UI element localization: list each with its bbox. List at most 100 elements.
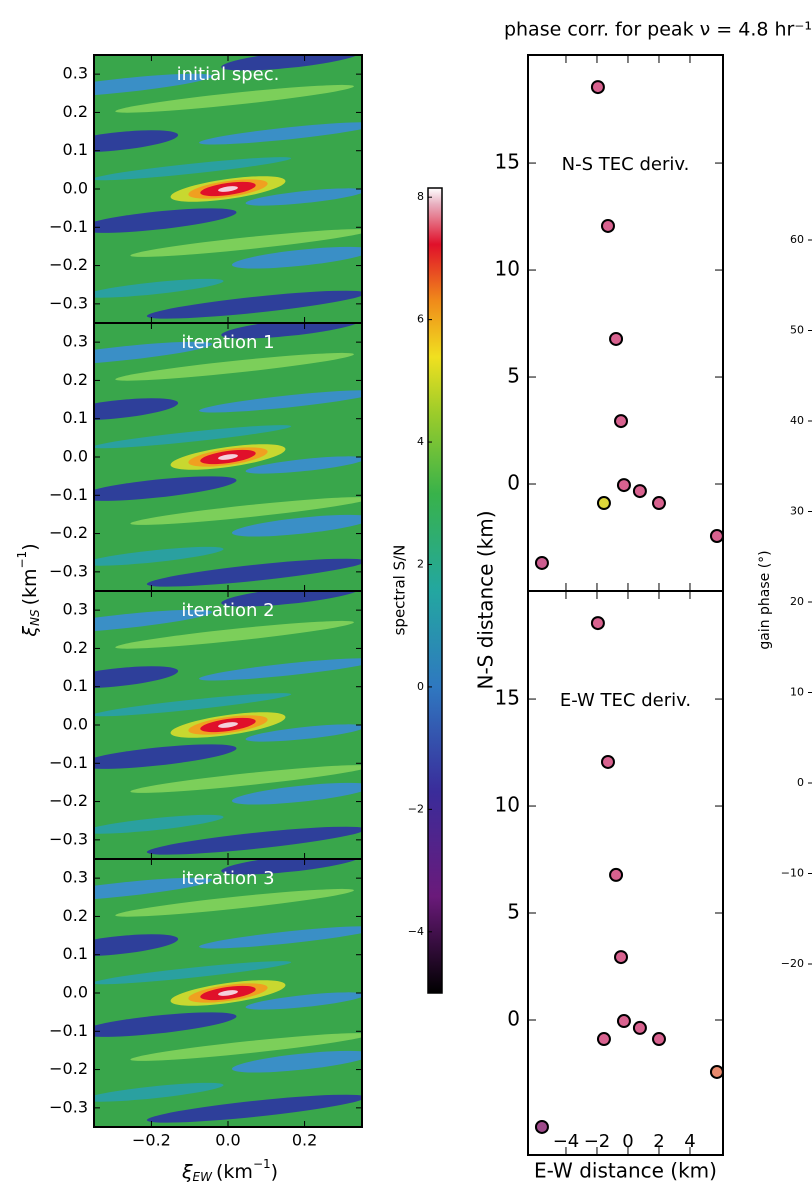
label-part: ξ	[19, 626, 41, 638]
panel-label: E-W TEC deriv.	[560, 690, 691, 711]
y-tick-label: 40	[790, 414, 804, 427]
y-tick-label: 0.2	[63, 638, 88, 657]
y-tick-label: −0.3	[49, 1097, 88, 1116]
point	[632, 484, 647, 499]
x-tick-label: 0.0	[215, 1131, 240, 1150]
y-axis-label: N-S distance (km)	[474, 510, 498, 689]
y-tick-label: 50	[790, 324, 804, 337]
label-part: −1	[253, 1157, 271, 1171]
x-tick-label: 2	[653, 1131, 664, 1152]
x-axis-label: E-W distance (km)	[534, 1159, 717, 1183]
colorbar-tick-label: 4	[417, 435, 424, 448]
label-part: )	[19, 543, 41, 550]
y-axis-label: gain phase (°)	[757, 550, 773, 649]
colorbar-tick-label: 8	[417, 190, 424, 203]
colorbar-tick-label: 2	[417, 557, 424, 570]
y-tick-label: 15	[495, 150, 520, 174]
y-tick-label: 0.0	[63, 983, 88, 1002]
colorbar	[427, 187, 443, 994]
y-tick-label: −20	[781, 957, 804, 970]
y-tick-label: −0.3	[49, 293, 88, 312]
point	[534, 555, 549, 570]
colorbar-label: spectral S/N	[391, 545, 409, 636]
panel-label: iteration 2	[181, 600, 274, 621]
y-tick-label: 0.0	[63, 179, 88, 198]
x-tick-label: 4	[684, 1131, 695, 1152]
point	[609, 331, 624, 346]
y-tick-label: 10	[790, 686, 804, 699]
x-tick-label: −0.2	[132, 1131, 171, 1150]
y-tick-label: −10	[781, 867, 804, 880]
x-axis-label: ξEW (km−1)	[181, 1157, 278, 1184]
point	[709, 1064, 724, 1079]
panel-label: iteration 1	[181, 332, 274, 353]
y-tick-label: −0.1	[49, 753, 88, 772]
y-tick-label: 0.2	[63, 370, 88, 389]
y-tick-label: 10	[495, 257, 520, 281]
y-tick-label: −0.2	[49, 255, 88, 274]
colorbar-tick-label: −4	[408, 925, 424, 938]
y-tick-label: −0.1	[49, 1021, 88, 1040]
point	[534, 1119, 549, 1134]
y-tick-label: 20	[790, 595, 804, 608]
label-part: EW	[193, 1170, 214, 1184]
y-tick-label: −0.2	[49, 523, 88, 542]
y-tick-label: 10	[495, 793, 520, 817]
y-tick-label: 0	[507, 1006, 520, 1030]
point	[616, 478, 631, 493]
y-tick-label: 0	[797, 776, 804, 789]
y-tick-label: 0.2	[63, 906, 88, 925]
x-tick-label: −4	[553, 1131, 580, 1152]
colorbar-tick-label: 0	[417, 680, 424, 693]
point	[596, 496, 611, 511]
figure-title: phase corr. for peak ν = 4.8 hr⁻¹	[504, 19, 812, 41]
y-tick-label: 0.3	[63, 600, 88, 619]
panel-label: N-S TEC deriv.	[562, 154, 690, 175]
y-tick-label: 0.1	[63, 676, 88, 695]
y-tick-label: 0.1	[63, 944, 88, 963]
y-tick-label: 0.1	[63, 140, 88, 159]
y-tick-label: 0.0	[63, 447, 88, 466]
label-part: −1	[15, 551, 29, 569]
point	[590, 616, 605, 631]
y-tick-label: 15	[495, 686, 520, 710]
y-tick-label: −0.1	[49, 217, 88, 236]
point	[632, 1020, 647, 1035]
point	[651, 496, 666, 511]
y-tick-label: 0.3	[63, 868, 88, 887]
point	[709, 529, 724, 544]
y-tick-label: −0.1	[49, 485, 88, 504]
y-tick-label: 30	[790, 505, 804, 518]
point	[600, 754, 615, 769]
y-tick-label: 0.0	[63, 715, 88, 734]
colorbar-tick-label: −2	[408, 802, 424, 815]
panel-frame	[527, 54, 724, 592]
label-part: ξ	[181, 1161, 193, 1183]
point	[616, 1014, 631, 1029]
colorbar-tick-label: 6	[417, 313, 424, 326]
y-tick-label: −0.3	[49, 829, 88, 848]
label-part: (km	[19, 568, 41, 605]
y-tick-label: −0.3	[49, 561, 88, 580]
x-tick-label: −2	[584, 1131, 611, 1152]
y-tick-label: 0.1	[63, 408, 88, 427]
y-axis-label: ξNS (km−1)	[15, 543, 42, 637]
point	[614, 950, 629, 965]
y-tick-label: −0.2	[49, 791, 88, 810]
panel-label: initial spec.	[177, 64, 280, 85]
x-tick-label: 0.2	[292, 1131, 317, 1150]
y-tick-label: 0.3	[63, 332, 88, 351]
point	[651, 1032, 666, 1047]
panel-label: iteration 3	[181, 868, 274, 889]
y-tick-label: 60	[790, 233, 804, 246]
y-tick-label: −0.2	[49, 1059, 88, 1078]
y-tick-label: 5	[507, 900, 520, 924]
panel-frame	[527, 590, 724, 1156]
point	[596, 1032, 611, 1047]
point	[600, 218, 615, 233]
point	[609, 867, 624, 882]
y-tick-label: 0	[507, 471, 520, 495]
y-tick-label: 5	[507, 364, 520, 388]
y-tick-label: 0.2	[63, 102, 88, 121]
